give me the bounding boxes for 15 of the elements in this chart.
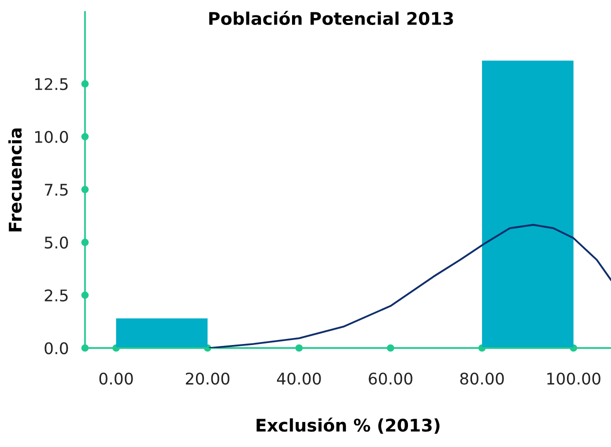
y-tick-label: 2.5	[44, 289, 68, 302]
y-tick-label: 5.0	[44, 236, 68, 249]
y-tick-label: 10.0	[35, 130, 68, 143]
y-tick-label: 7.5	[44, 184, 68, 196]
x-tick-label: 60.00	[368, 372, 412, 385]
x-tick-label: 0.00	[99, 372, 133, 385]
y-axis-title: Frecuencia	[8, 128, 22, 232]
x-axis-title: Exclusión % (2013)	[256, 418, 440, 434]
x-tick-label: 80.00	[460, 372, 504, 385]
chart-title: Población Potencial 2013	[209, 10, 453, 26]
x-tick-label: 20.00	[186, 372, 230, 385]
y-tick-label: 12.5	[35, 78, 68, 90]
x-tick-label: 100.00	[547, 372, 600, 385]
y-tick-label: 0.0	[44, 342, 68, 354]
x-tick-label: 40.00	[276, 372, 321, 385]
